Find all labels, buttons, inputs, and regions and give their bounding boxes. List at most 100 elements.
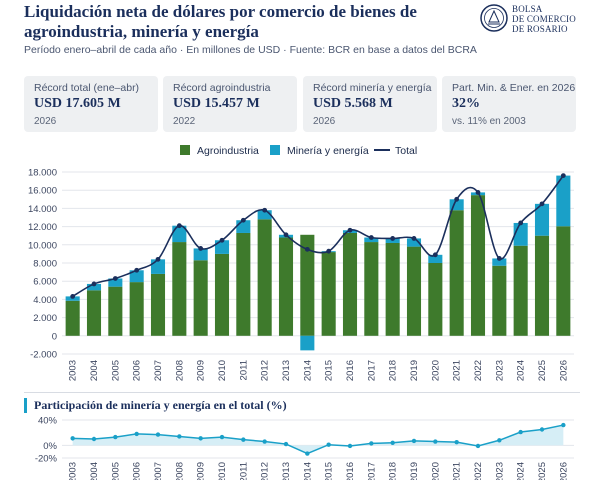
total-point [176,223,182,229]
y-tick-label: -20% [35,454,58,465]
kpi-sub: 2026 [313,116,336,127]
bar-mineria [534,203,550,236]
total-point [304,246,310,252]
total-point [91,281,97,287]
x-tick-label: 2007 [153,462,164,480]
bar-mineria [214,240,230,254]
x-tick-label: 2014 [302,462,313,480]
logo-line-3: DE ROSARIO [512,24,568,34]
total-point [155,256,161,262]
share-chart-title: Participación de minería y energía en el… [34,398,287,412]
share-point [134,431,139,437]
x-tick-label: 2004 [89,462,100,480]
section-divider [24,392,580,393]
x-tick-label: 2006 [132,360,143,381]
x-tick-label: 2008 [174,360,185,381]
y-tick-label: 0 [52,331,57,342]
total-point [454,196,460,202]
share-point [241,437,246,442]
bar-agroindustria [492,265,507,336]
share-area-chart: 40% 0% -20% 2003 2004 2005 2006 2007 2008 2009 201… [35,416,574,480]
bar-agroindustria [534,235,550,336]
total-point [198,246,204,251]
y-tick-label: 0% [43,441,57,452]
x-tick-label: 2012 [260,360,271,381]
share-point [262,439,267,444]
x-tick-label: 2016 [345,462,356,480]
x-tick-label: 2018 [388,360,399,381]
x-tick-label: 2025 [537,360,548,381]
x-tick-label: 2005 [110,360,121,381]
share-point [369,441,374,446]
total-point [240,217,246,223]
x-tick-label: 2015 [324,462,335,480]
share-area [72,425,564,454]
x-tick-label: 2024 [516,360,527,381]
kpi-label: Part. Min. & Ener. en 2026 [452,82,576,94]
bar-mineria [257,210,272,220]
bar-mineria [449,199,464,211]
x-tick-label: 2009 [196,462,207,480]
kpi-value: USD 17.605 M [34,96,121,111]
y-tick-label: 10.000 [28,240,57,251]
kpi-label: Récord minería y energía [313,82,432,94]
bar-agroindustria [65,300,80,336]
x-tick-label: 2003 [68,462,79,480]
x-tick-label: 2011 [238,360,249,380]
bar-agroindustria [556,226,571,336]
bar-agroindustria [278,237,294,336]
page-title: Liquidación neta de dólares por comercio… [24,2,417,41]
bar-mineria [86,283,102,291]
x-tick-label: 2021 [452,360,463,381]
total-point [539,201,545,207]
kpi-sub: 2022 [173,116,196,127]
total-point [475,190,481,195]
total-point [347,227,353,233]
kpi-sub: vs. 11% en 2003 [452,116,526,127]
kpi-card-agro: Récord agroindustria USD 15.457 M 2022 [163,76,297,132]
bar-agroindustria [236,232,251,336]
logo-line-2: DE COMERCIO [512,14,576,24]
y-tick-label: 6.000 [33,277,57,288]
y-tick-label: 14.000 [28,204,57,215]
share-point [219,434,225,440]
x-tick-label: 2019 [409,360,420,381]
kpi-card-mineria: Récord minería y energía USD 5.568 M 202… [303,76,437,132]
bar-agroindustria [172,242,187,336]
bar-mineria [492,258,507,266]
bcr-logo-text: BOLSA DE COMERCIO DE ROSARIO [512,4,576,34]
total-point [134,267,140,273]
share-point [454,439,459,445]
x-tick-label: 2013 [281,462,292,480]
total-point [262,207,268,213]
legend-swatch [180,145,190,155]
share-point [326,442,331,447]
share-point [411,438,417,444]
y-tick-label: 2.000 [33,313,57,324]
bar-agroindustria [300,234,315,336]
y-tick-label: 4.000 [33,295,57,306]
page-subtitle: Período enero–abril de cada año · En mil… [24,44,477,56]
total-point [112,276,118,281]
legend-label: Agroindustria [197,145,259,157]
bar-agroindustria [513,245,528,336]
bar-agroindustria [214,253,230,336]
x-tick-label: 2023 [494,462,505,480]
x-tick-label: 2023 [494,360,505,381]
bar-agroindustria [193,260,208,336]
total-point [390,236,396,241]
kpi-value: USD 5.568 M [313,96,393,111]
legend-swatch [270,145,280,155]
logo-line-1: BOLSA [512,4,543,14]
x-tick-label: 2006 [132,462,143,480]
bar-agroindustria [321,252,336,336]
x-tick-label: 2012 [260,462,271,480]
bar-agroindustria [86,290,102,336]
x-tick-label: 2019 [409,462,420,480]
share-point [283,441,289,447]
total-point [560,173,566,178]
total-point [219,237,225,243]
x-tick-label: 2026 [558,360,569,381]
kpi-label: Récord total (ene–abr) [34,82,140,94]
y-tick-label: 16.000 [28,186,57,197]
